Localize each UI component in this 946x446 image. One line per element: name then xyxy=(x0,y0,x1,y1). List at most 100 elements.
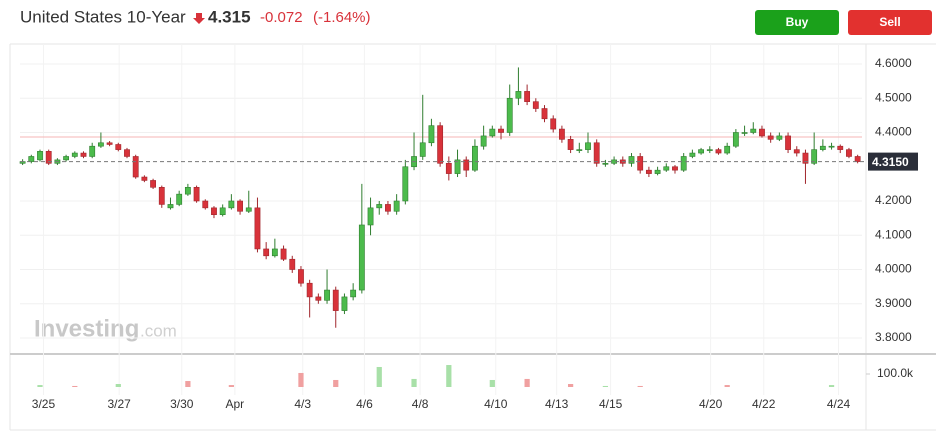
candle-body xyxy=(524,91,531,102)
candle-body xyxy=(802,152,809,164)
volume-bar xyxy=(376,366,382,387)
candle-body xyxy=(124,149,130,157)
y-tick-label: 4.5000 xyxy=(875,90,912,104)
candle-body xyxy=(593,142,600,164)
volume-bar xyxy=(37,385,43,387)
candle-body xyxy=(472,145,478,171)
candle-body xyxy=(715,149,722,154)
x-tick-label: 3/27 xyxy=(107,397,131,411)
candle-body xyxy=(350,289,357,298)
candle-body xyxy=(732,132,739,147)
candle-body xyxy=(706,149,713,151)
volume-bar xyxy=(489,379,495,387)
candle-body xyxy=(454,159,461,174)
sell-label[interactable]: Sell xyxy=(879,15,900,29)
candle-body xyxy=(854,156,861,162)
buy-button-bg[interactable] xyxy=(755,10,839,35)
candle-body xyxy=(776,135,783,140)
y-tick-label: 3.8000 xyxy=(875,330,912,344)
candle-body xyxy=(750,128,757,133)
x-tick-label: 4/8 xyxy=(412,397,429,411)
volume-bar xyxy=(446,365,452,387)
candle-body xyxy=(785,135,791,150)
candle-body xyxy=(645,169,652,174)
candle-body xyxy=(106,142,113,145)
volume-bar xyxy=(115,384,121,387)
candle-body xyxy=(602,163,609,165)
candle-body xyxy=(167,204,174,209)
candle-body xyxy=(71,152,78,157)
candle-body xyxy=(506,97,513,133)
candle-body xyxy=(637,156,644,171)
x-tick-label: 3/25 xyxy=(32,397,56,411)
volume-bar xyxy=(602,385,609,387)
candle-body xyxy=(558,128,565,140)
candle-body xyxy=(358,224,365,291)
candle-body xyxy=(393,200,400,212)
candle-body xyxy=(819,145,826,150)
candle-body xyxy=(63,156,70,161)
candle-body xyxy=(202,200,209,209)
candle-body xyxy=(193,186,200,202)
x-tick-label: 4/15 xyxy=(599,397,623,411)
candle-body xyxy=(132,156,139,178)
candle-body xyxy=(654,169,661,174)
candle-body xyxy=(37,151,43,161)
candle-body xyxy=(97,142,104,147)
sell-button-bg[interactable] xyxy=(848,10,932,35)
volume-bar xyxy=(524,378,530,387)
y-tick-label: 4.0000 xyxy=(875,262,912,276)
candle-body xyxy=(445,163,452,174)
candle-body xyxy=(271,248,278,257)
volume-bar xyxy=(724,385,730,387)
volume-bar xyxy=(298,372,304,387)
candle-body xyxy=(367,207,374,226)
candle-body xyxy=(532,101,539,109)
volume-bar xyxy=(185,381,191,387)
buy-button[interactable]: Buy xyxy=(755,10,839,35)
x-tick-label: 4/20 xyxy=(699,397,723,411)
candle-body xyxy=(550,118,557,130)
candle-body xyxy=(680,156,687,171)
candle-body xyxy=(541,108,548,120)
candle-body xyxy=(263,248,270,257)
candle-body xyxy=(489,128,496,137)
candle-body xyxy=(437,125,444,164)
candle-body xyxy=(663,166,670,171)
candle-body xyxy=(828,145,835,148)
candle-body xyxy=(385,204,391,212)
candle-body xyxy=(245,207,252,212)
candle-body xyxy=(846,149,852,157)
candle-body xyxy=(585,142,591,150)
candle-body xyxy=(298,269,304,284)
candle-body xyxy=(141,176,148,181)
candle-body xyxy=(315,296,322,301)
volume-bar xyxy=(72,385,78,387)
buy-label[interactable]: Buy xyxy=(786,15,809,29)
candle-body xyxy=(45,151,52,164)
candle-body xyxy=(115,144,122,150)
candle-body xyxy=(567,139,574,150)
candle-body xyxy=(306,282,313,298)
candle-body xyxy=(184,186,191,195)
candle-body xyxy=(237,200,243,212)
candle-body xyxy=(376,204,383,209)
candle-body xyxy=(402,166,409,202)
x-tick-label: 4/24 xyxy=(827,397,851,411)
candle-body xyxy=(419,142,426,157)
candle-body xyxy=(80,152,87,157)
sell-button[interactable]: Sell xyxy=(848,10,932,35)
volume-bar xyxy=(411,378,417,387)
candle-body xyxy=(837,145,844,150)
watermark-suffix: .com xyxy=(140,321,177,340)
volume-bar xyxy=(228,385,234,387)
last-price-label: 4.3150 xyxy=(872,155,909,169)
candle-body xyxy=(576,149,583,151)
down-arrow-icon xyxy=(193,13,205,24)
y-tick-label: 4.4000 xyxy=(875,125,912,139)
x-tick-label: 4/13 xyxy=(545,397,569,411)
volume-bar xyxy=(567,384,574,387)
x-tick-label: 4/22 xyxy=(752,397,776,411)
